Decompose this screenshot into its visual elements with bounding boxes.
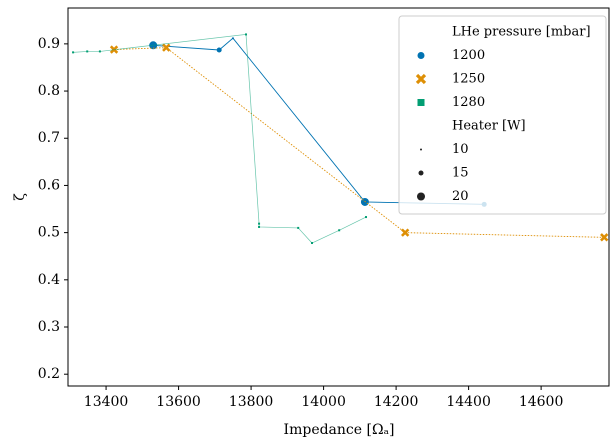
x-axis-label: Impedance [Ωₐ]: [284, 422, 395, 438]
legend-label: 1200: [452, 48, 485, 63]
data-point: [72, 51, 75, 54]
series-line: [114, 47, 605, 238]
data-point: [600, 233, 609, 242]
data-point: [162, 43, 171, 52]
data-point: [245, 33, 248, 36]
legend-size-marker: [420, 148, 422, 151]
data-point: [231, 37, 234, 40]
data-point: [338, 229, 341, 232]
data-point: [98, 50, 101, 53]
y-tick-label: 0.3: [38, 319, 60, 335]
x-tick-label: 14200: [374, 394, 419, 410]
y-tick-label: 0.9: [38, 36, 60, 52]
x-tick-label: 13600: [156, 394, 201, 410]
legend-title: LHe pressure [mbar]: [452, 25, 591, 40]
legend-label: 1280: [452, 95, 485, 110]
y-tick-label: 0.4: [38, 272, 60, 288]
legend-label: 10: [452, 142, 469, 157]
legend-marker: [417, 99, 425, 106]
legend-title: Heater [W]: [452, 119, 526, 134]
data-point: [258, 225, 261, 228]
legend-label: 1250: [452, 72, 485, 87]
legend: LHe pressure [mbar] 1200 1250 1280 Heater [W…: [398, 15, 607, 215]
data-point: [365, 216, 368, 219]
y-tick-label: 0.8: [38, 83, 60, 99]
data-point: [297, 226, 300, 229]
series-line: [73, 34, 367, 244]
data-point: [258, 222, 261, 225]
legend-marker: [415, 73, 427, 85]
legend-size-marker: [417, 192, 425, 201]
y-axis-label: ζ: [12, 193, 28, 201]
legend-box: [398, 15, 607, 215]
data-point: [400, 228, 410, 237]
y-tick-label: 0.2: [38, 366, 60, 382]
x-tick-label: 14600: [519, 394, 564, 410]
x-tick-label: 14400: [446, 394, 491, 410]
y-tick-label: 0.6: [38, 177, 60, 193]
ticks: 13400 13600 13800 14000 14200 14400 14600 0.2 0.…: [38, 36, 564, 410]
y-tick-label: 0.5: [38, 225, 60, 241]
data-point: [86, 50, 89, 53]
legend-label: 15: [452, 166, 469, 181]
axes-frame: [67, 7, 610, 387]
legend-size-marker: [418, 170, 424, 176]
x-tick-label: 14000: [301, 394, 346, 410]
legend-label: 20: [452, 189, 469, 204]
legend-marker: [417, 52, 425, 59]
data-point: [216, 47, 222, 53]
data-point: [310, 242, 313, 245]
x-tick-label: 13400: [84, 394, 129, 410]
x-tick-label: 13800: [229, 394, 274, 410]
y-tick-label: 0.7: [38, 130, 60, 146]
